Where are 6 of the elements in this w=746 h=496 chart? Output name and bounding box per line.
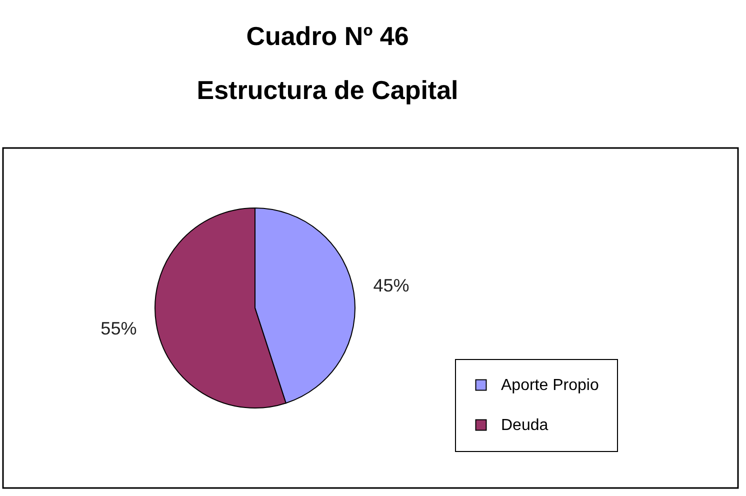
chart-subtitle: Estructura de Capital (196, 75, 458, 105)
data-label: 45% (373, 275, 410, 296)
legend-label: Aporte Propio (501, 377, 599, 394)
data-label: 55% (100, 318, 137, 339)
chart-title: Cuadro Nº 46 (246, 21, 409, 51)
legend-label: Deuda (501, 417, 548, 434)
